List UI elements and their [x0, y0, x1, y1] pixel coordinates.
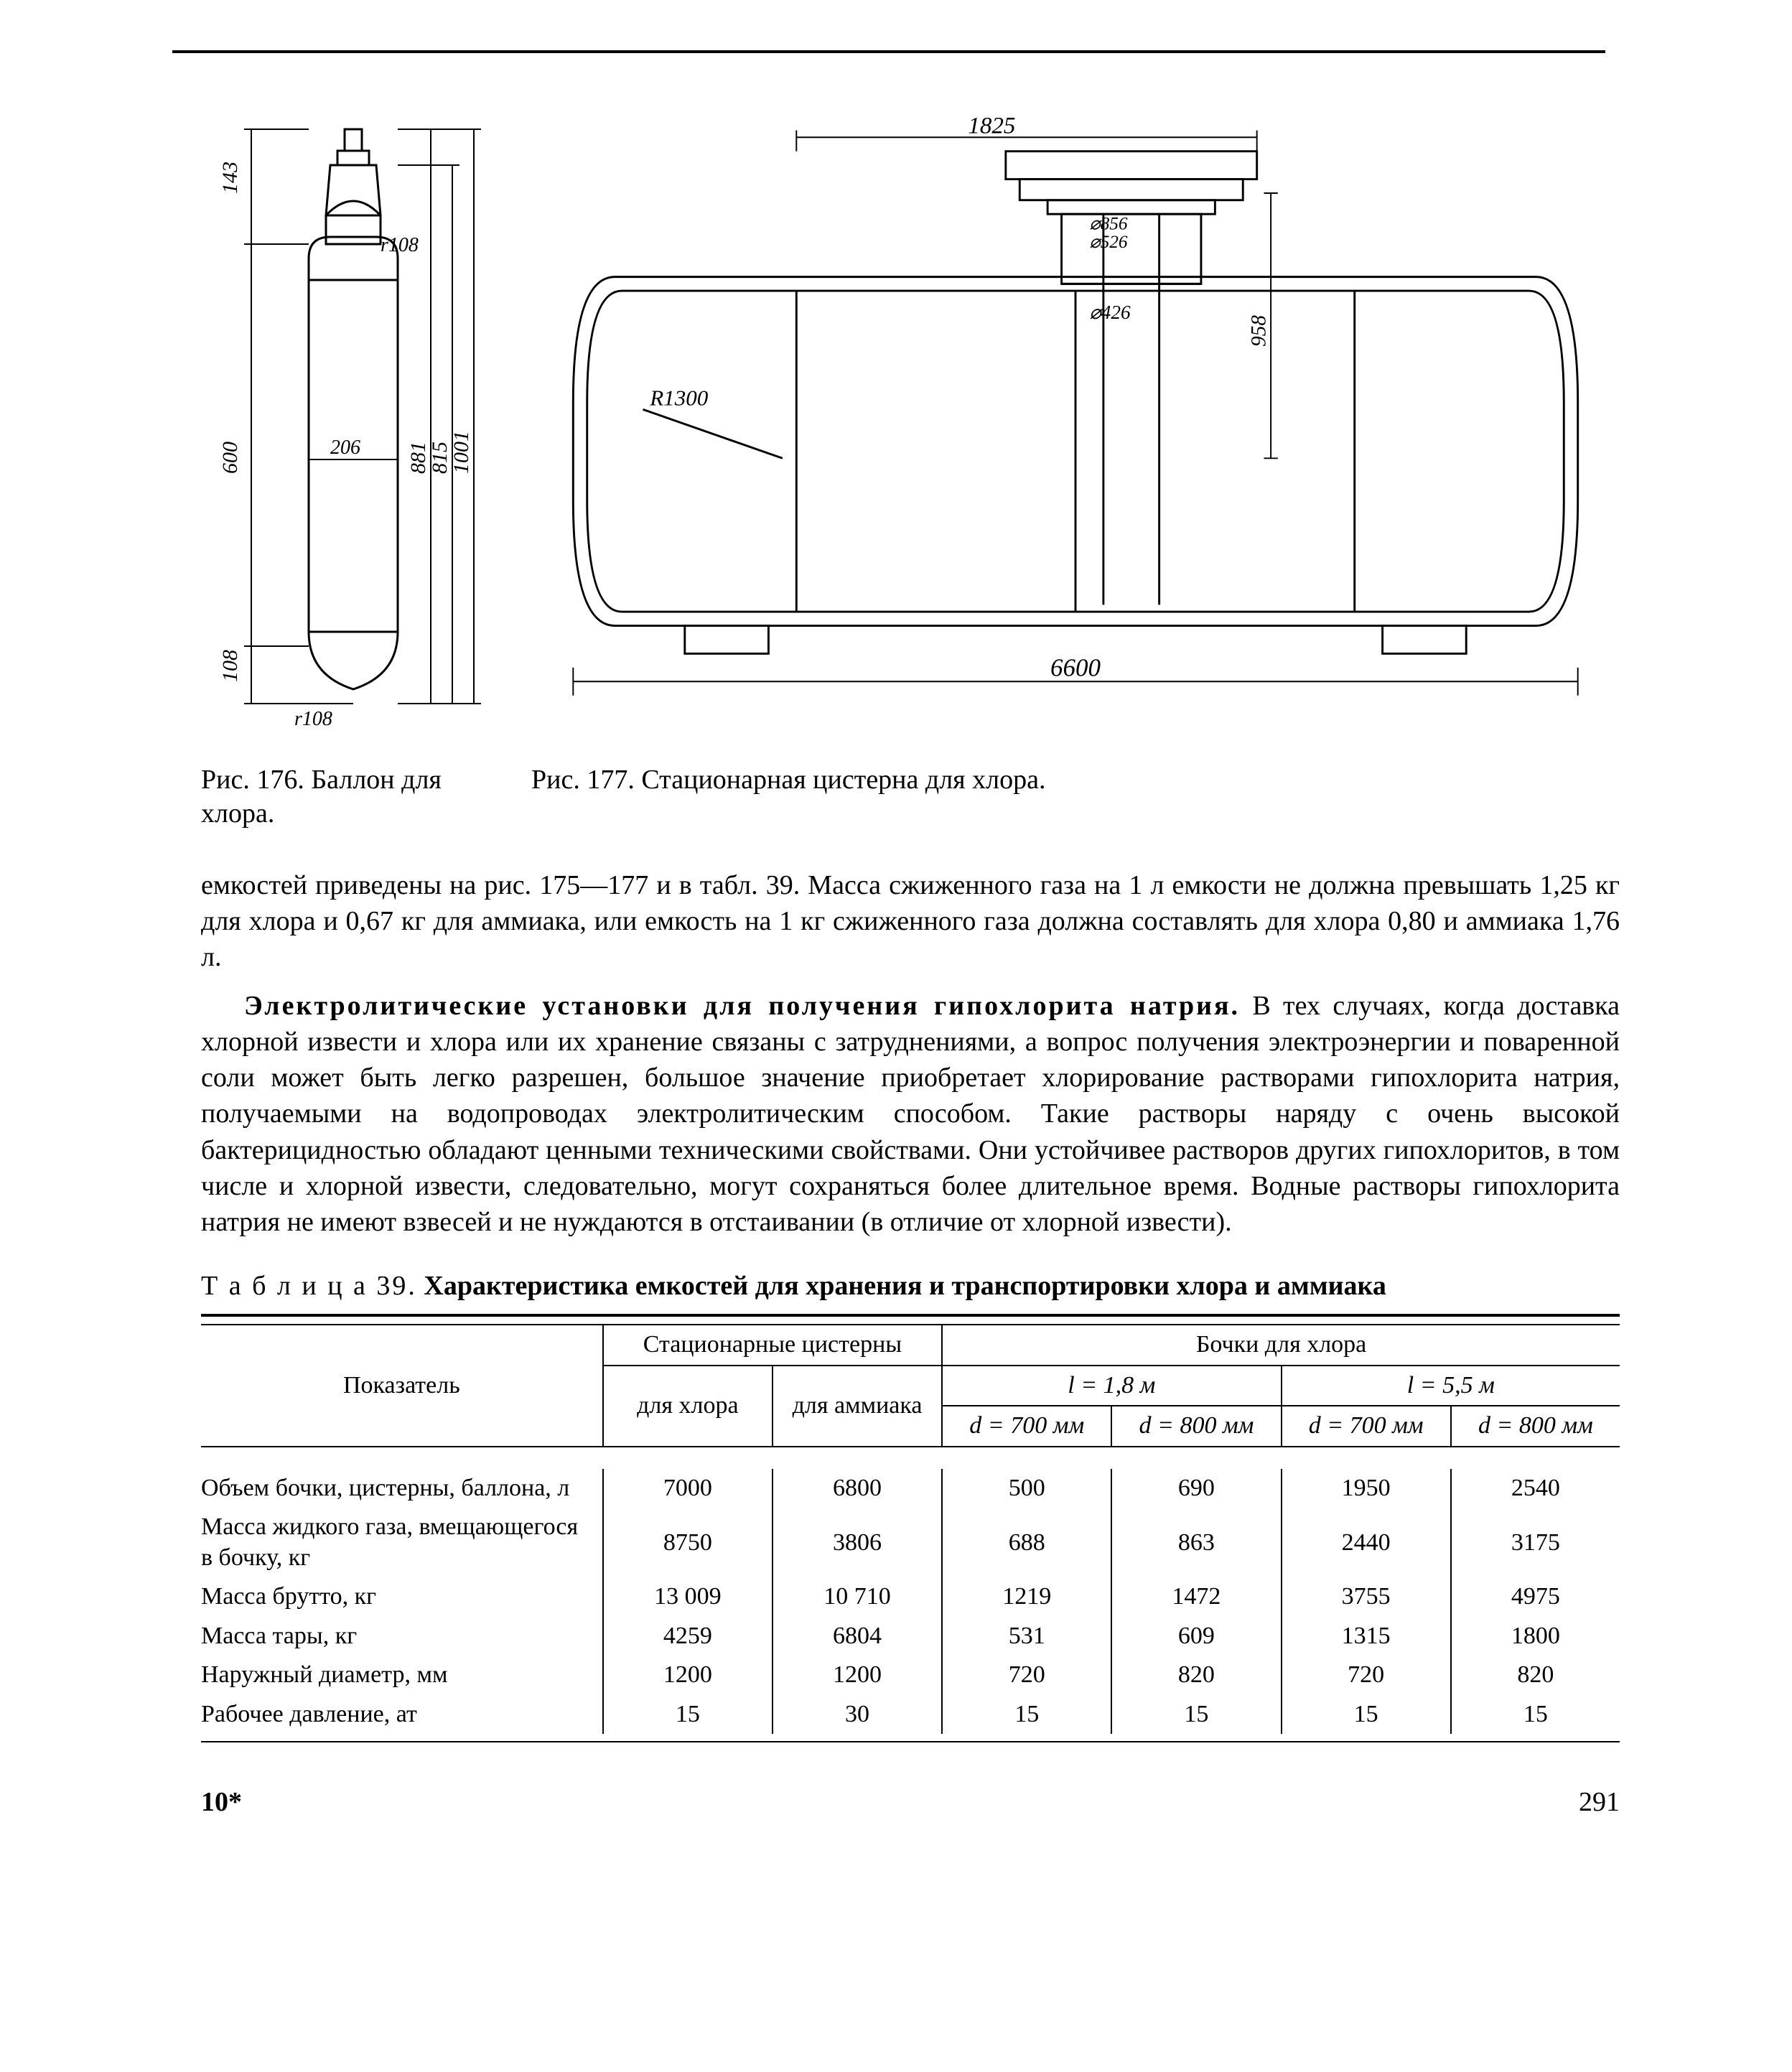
figure-176-svg: 143 600 108 881 815 1001 r108 r108 — [201, 101, 503, 732]
dim-206: 206 — [330, 437, 360, 459]
cell: 2440 — [1282, 1508, 1451, 1577]
dim-600: 600 — [218, 442, 242, 474]
footer: 10* 291 — [201, 1786, 1620, 1820]
table-row: Масса тары, кг 4259 6804 531 609 1315 18… — [201, 1617, 1620, 1656]
cell: 15 — [942, 1695, 1111, 1735]
dim-d856: ⌀856 — [1089, 214, 1127, 234]
dim-6600: 6600 — [1050, 654, 1101, 682]
th-stat-am: для аммиака — [773, 1366, 942, 1447]
page: 143 600 108 881 815 1001 r108 r108 — [0, 0, 1792, 2072]
top-rule — [172, 50, 1605, 53]
cell: 6804 — [773, 1617, 942, 1656]
captions-row: Рис. 176. Баллон для хлора. Рис. 177. Ст… — [201, 763, 1620, 831]
cell: 13 009 — [603, 1577, 773, 1617]
th-barrels: Бочки для хлора — [942, 1325, 1620, 1366]
table-39: Показатель Стационарные цистерны Бочки д… — [201, 1324, 1620, 1734]
row-label: Объем бочки, цистерны, баллона, л — [201, 1469, 603, 1508]
cell: 1200 — [603, 1656, 773, 1695]
cell: 4975 — [1451, 1577, 1620, 1617]
cell: 3755 — [1282, 1577, 1451, 1617]
cell: 3806 — [773, 1508, 942, 1577]
table-title-lead: Т а б л и ц а 39. — [201, 1271, 417, 1301]
th-stat: Стационарные цистерны — [603, 1325, 942, 1366]
row-label: Наружный диаметр, мм — [201, 1656, 603, 1695]
th-d700-a: d = 700 мм — [942, 1406, 1111, 1447]
dim-815: 815 — [428, 442, 452, 474]
cell: 10 710 — [773, 1577, 942, 1617]
row-label: Масса жидкого газа, вмещающегося в бочку… — [201, 1508, 603, 1577]
cell: 1472 — [1111, 1577, 1281, 1617]
para-1: емкостей приведены на рис. 175—177 и в т… — [201, 867, 1620, 975]
dim-r108-bot: r108 — [294, 708, 332, 730]
cell: 15 — [1111, 1695, 1281, 1735]
cell: 820 — [1451, 1656, 1620, 1695]
table-row: Масса жидкого газа, вмещающегося в бочку… — [201, 1508, 1620, 1577]
cell: 7000 — [603, 1469, 773, 1508]
cell: 690 — [1111, 1469, 1281, 1508]
cell: 30 — [773, 1695, 942, 1735]
cell: 15 — [1282, 1695, 1451, 1735]
row-label: Рабочее давление, ат — [201, 1695, 603, 1735]
cell: 15 — [1451, 1695, 1620, 1735]
cell: 1950 — [1282, 1469, 1451, 1508]
table-row: Объем бочки, цистерны, баллона, л 7000 6… — [201, 1469, 1620, 1508]
cell: 688 — [942, 1508, 1111, 1577]
cell: 1315 — [1282, 1617, 1451, 1656]
dim-r1300: R1300 — [649, 385, 709, 410]
dim-881: 881 — [406, 442, 430, 474]
cell: 1800 — [1451, 1617, 1620, 1656]
cell: 2540 — [1451, 1469, 1620, 1508]
cell: 500 — [942, 1469, 1111, 1508]
cell: 1200 — [773, 1656, 942, 1695]
th-param: Показатель — [201, 1325, 603, 1447]
cell: 531 — [942, 1617, 1111, 1656]
figure-177: 1825 ⌀856 ⌀526 ⌀426 958 R1300 — [531, 101, 1620, 742]
figures-row: 143 600 108 881 815 1001 r108 r108 — [201, 101, 1620, 742]
table-row: Масса брутто, кг 13 009 10 710 1219 1472… — [201, 1577, 1620, 1617]
page-number: 291 — [1579, 1786, 1620, 1820]
th-d700-b: d = 700 мм — [1282, 1406, 1451, 1447]
table-title-rest: Характеристика емкостей для хранения и т… — [417, 1271, 1386, 1301]
cell: 720 — [942, 1656, 1111, 1695]
figure-177-svg: 1825 ⌀856 ⌀526 ⌀426 958 R1300 — [531, 101, 1620, 732]
dim-r108-top: r108 — [381, 234, 419, 256]
cell: 3175 — [1451, 1508, 1620, 1577]
cell: 1219 — [942, 1577, 1111, 1617]
cell: 609 — [1111, 1617, 1281, 1656]
caption-177: Рис. 177. Стационарная цистерна для хлор… — [531, 763, 1620, 831]
th-d800-b: d = 800 мм — [1451, 1406, 1620, 1447]
para-2-body: В тех случаях, когда доставка хлорной из… — [201, 991, 1620, 1237]
th-stat-cl: для хлора — [603, 1366, 773, 1447]
footer-left: 10* — [201, 1786, 242, 1820]
cell: 863 — [1111, 1508, 1281, 1577]
row-label: Масса тары, кг — [201, 1617, 603, 1656]
cell: 820 — [1111, 1656, 1281, 1695]
table-bottom-rule — [201, 1741, 1620, 1742]
dim-958: 958 — [1247, 315, 1270, 347]
table-row: Рабочее давление, ат 15 30 15 15 15 15 — [201, 1695, 1620, 1735]
table-title: Т а б л и ц а 39. Характеристика емкосте… — [201, 1269, 1620, 1304]
para-2-head: Электролитические установки для получени… — [244, 991, 1240, 1021]
th-l55: l = 5,5 м — [1282, 1366, 1620, 1406]
cell: 8750 — [603, 1508, 773, 1577]
th-l18: l = 1,8 м — [942, 1366, 1281, 1406]
caption-176: Рис. 176. Баллон для хлора. — [201, 763, 503, 831]
row-label: Масса брутто, кг — [201, 1577, 603, 1617]
dim-1001: 1001 — [449, 431, 473, 474]
para-2: Электролитические установки для получени… — [201, 988, 1620, 1240]
dim-d526: ⌀526 — [1089, 232, 1127, 252]
dim-1825: 1825 — [968, 113, 1015, 139]
figure-176: 143 600 108 881 815 1001 r108 r108 — [201, 101, 503, 742]
table-wrap: Показатель Стационарные цистерны Бочки д… — [201, 1314, 1620, 1742]
dim-143: 143 — [218, 162, 242, 194]
cell: 4259 — [603, 1617, 773, 1656]
table-row: Наружный диаметр, мм 1200 1200 720 820 7… — [201, 1656, 1620, 1695]
dim-d426: ⌀426 — [1089, 302, 1131, 323]
cell: 6800 — [773, 1469, 942, 1508]
cell: 15 — [603, 1695, 773, 1735]
dim-108: 108 — [218, 650, 242, 682]
cell: 720 — [1282, 1656, 1451, 1695]
th-d800-a: d = 800 мм — [1111, 1406, 1281, 1447]
